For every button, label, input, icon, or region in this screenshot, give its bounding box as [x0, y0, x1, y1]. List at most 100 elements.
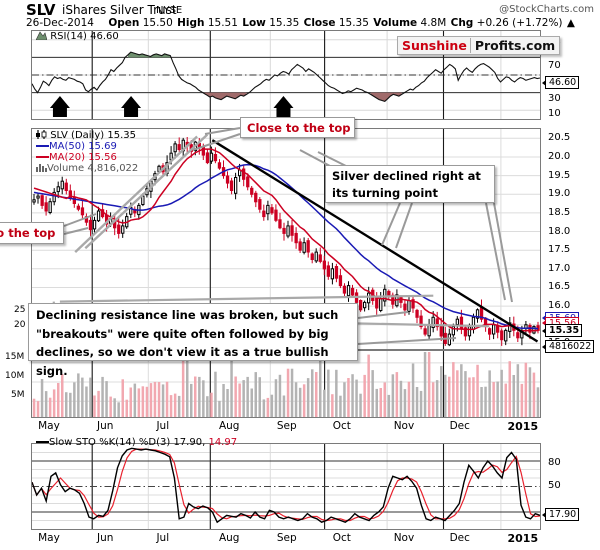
price-legend: SLV (Daily) 15.35 MA(50) 15.69 MA(20) 15… [36, 130, 138, 174]
callout-turning-point-line2: its turning point [332, 186, 438, 200]
x-axis-label-may: May [38, 420, 60, 432]
volume-plot [32, 351, 540, 417]
price-ytick-20-5: 20.5 [548, 132, 571, 144]
price-flag-15.35: 15.35 [541, 324, 583, 338]
volume-legend-value: 4,816,022 [87, 163, 139, 174]
x-axis-label-2015: 2015 [507, 420, 539, 433]
slow-sto-panel [31, 443, 541, 530]
open-label: Open [108, 17, 140, 29]
price-interval: (Daily) [71, 130, 105, 141]
rsi-value: 46.60 [90, 31, 119, 42]
rsi-ytick-30: 30 [548, 93, 561, 104]
rsi-ytick-70: 70 [548, 60, 561, 71]
sto-line-icon [36, 441, 49, 443]
x-axis-label-nov: Nov [393, 420, 415, 432]
x-axis-label-dec: Dec [449, 532, 470, 544]
watermark-part1: Sunshine [402, 38, 467, 53]
price-ytick-18-0: 18.0 [548, 225, 571, 237]
price-ytick-19-5: 19.5 [548, 169, 571, 181]
volume-ytick-5m: 5M [11, 390, 25, 400]
price-last: 15.35 [107, 130, 136, 141]
rsi-legend: RSI(14) 46.60 [35, 31, 119, 42]
price-ytick-18-5: 18.5 [548, 206, 571, 218]
price-legend-row-ma50: MA(50) 15.69 [36, 141, 138, 152]
security-name: iShares Silver Trust [62, 3, 177, 17]
mountain-icon [35, 31, 48, 41]
x-axis-label-may: May [38, 532, 60, 544]
callout-turning-point-line1: Silver declined right at [332, 169, 481, 183]
callout-breakout-line3: declines, so we don't view it as a true … [36, 345, 329, 378]
ma20-name: MA(20) [49, 152, 85, 163]
ma20-line-icon [36, 156, 49, 158]
x-axis-label-jun: Jun [97, 420, 114, 432]
watermark-sunshine-profits: Sunshine Profits.com [397, 36, 561, 55]
source-attribution: @StockCharts.com [499, 4, 594, 15]
x-axis-label-nov: Nov [393, 532, 415, 544]
callout-breakout-line2: "breakouts" were quite often followed by… [36, 326, 329, 341]
ma50-name: MA(50) [49, 141, 85, 152]
chg-up-arrow-icon: ▲ [566, 17, 575, 29]
x-axis-label-oct: Oct [332, 420, 351, 432]
price-legend-row-ma20: MA(20) 15.56 [36, 152, 138, 163]
price-ytick-19-0: 19.0 [548, 188, 571, 200]
price-legend-row-symbol: SLV (Daily) 15.35 [36, 130, 138, 141]
low-value: 15.35 [269, 17, 300, 29]
watermark-part2: Profits.com [469, 38, 556, 53]
slow-sto-legend: Slow STO %K(14) %D(3) 17.90, 14.97 [36, 437, 237, 448]
volume-ytick-15m: 15M [5, 352, 25, 362]
rsi-title: RSI(14) [50, 31, 87, 42]
x-axis-label-dec: Dec [449, 420, 470, 432]
x-axis-label-sep: Sep [276, 532, 297, 544]
callout-turning-point: Silver declined right at its turning poi… [325, 165, 495, 203]
close-label: Close [303, 17, 336, 29]
exchange-label: NYSE [156, 5, 183, 16]
volume-ytick-10m: 10M [5, 371, 25, 381]
high-label: High [177, 17, 205, 29]
ma50-line-icon [36, 145, 49, 147]
volume-ytick-25: 25 [14, 305, 26, 315]
chg-value: +0.26 (+1.72%) [476, 17, 563, 29]
volume-ytick-20: 20 [14, 320, 26, 330]
x-axis-label-2015: 2015 [507, 532, 539, 545]
close-value: 15.35 [338, 17, 369, 29]
candlestick-icon [36, 130, 47, 139]
x-axis-label-sep: Sep [276, 420, 297, 432]
price-ytick-17-5: 17.5 [548, 244, 571, 256]
x-axis-label-jun: Jun [97, 532, 114, 544]
volume-legend-name: Volume [47, 163, 85, 174]
high-value: 15.51 [207, 17, 238, 29]
price-symbol: SLV [50, 130, 68, 141]
rsi-ytick-10: 10 [548, 108, 561, 119]
x-axis-label-aug: Aug [218, 420, 240, 432]
sto-d-value: 14.97 [208, 437, 238, 448]
sto-title: Slow STO %K(14) %D(3) [49, 437, 171, 448]
chg-label: Chg [450, 17, 474, 29]
x-axis-label-jul: Jul [156, 420, 170, 432]
sto-k-value: 17.90 [173, 437, 203, 448]
quote-date: 26-Dec-2014 [26, 17, 94, 29]
rsi-plot [32, 31, 540, 119]
ma50-value: 15.69 [88, 141, 117, 152]
rsi-current-flag: 46.60 [541, 76, 580, 89]
price-ytick-16-5: 16.5 [548, 281, 571, 293]
sto-current-flag: 17.90 [541, 508, 580, 521]
callout-breakout-line1: Declining resistance line was broken, bu… [36, 308, 339, 322]
quote-bar: 26-Dec-2014 Open 15.50 High 15.51 Low 15… [26, 17, 576, 29]
price-ytick-20-0: 20.0 [548, 150, 571, 162]
x-axis-label-aug: Aug [218, 532, 240, 544]
volume-panel [31, 350, 541, 418]
price-ytick-17-0: 17.0 [548, 262, 571, 274]
price-flag-4816022: 4816022 [541, 340, 595, 354]
price-ytick-16-0: 16.0 [548, 300, 571, 312]
x-axis-label-jul: Jul [156, 532, 170, 544]
price-legend-row-volume: Volume 4,816,022 [36, 163, 138, 174]
volume-label: Volume [373, 17, 418, 29]
callout-close-to-the-top-right: Close to the top [240, 117, 355, 138]
sto-ytick-80: 80 [548, 457, 561, 468]
x-axis-label-oct: Oct [332, 532, 351, 544]
open-value: 15.50 [142, 17, 173, 29]
volume-bars-icon [36, 164, 47, 172]
chart-header: SLV iShares Silver Trust NYSE @StockChar… [0, 0, 600, 30]
sto-ytick-50: 50 [548, 480, 561, 491]
ma20-value: 15.56 [88, 152, 117, 163]
